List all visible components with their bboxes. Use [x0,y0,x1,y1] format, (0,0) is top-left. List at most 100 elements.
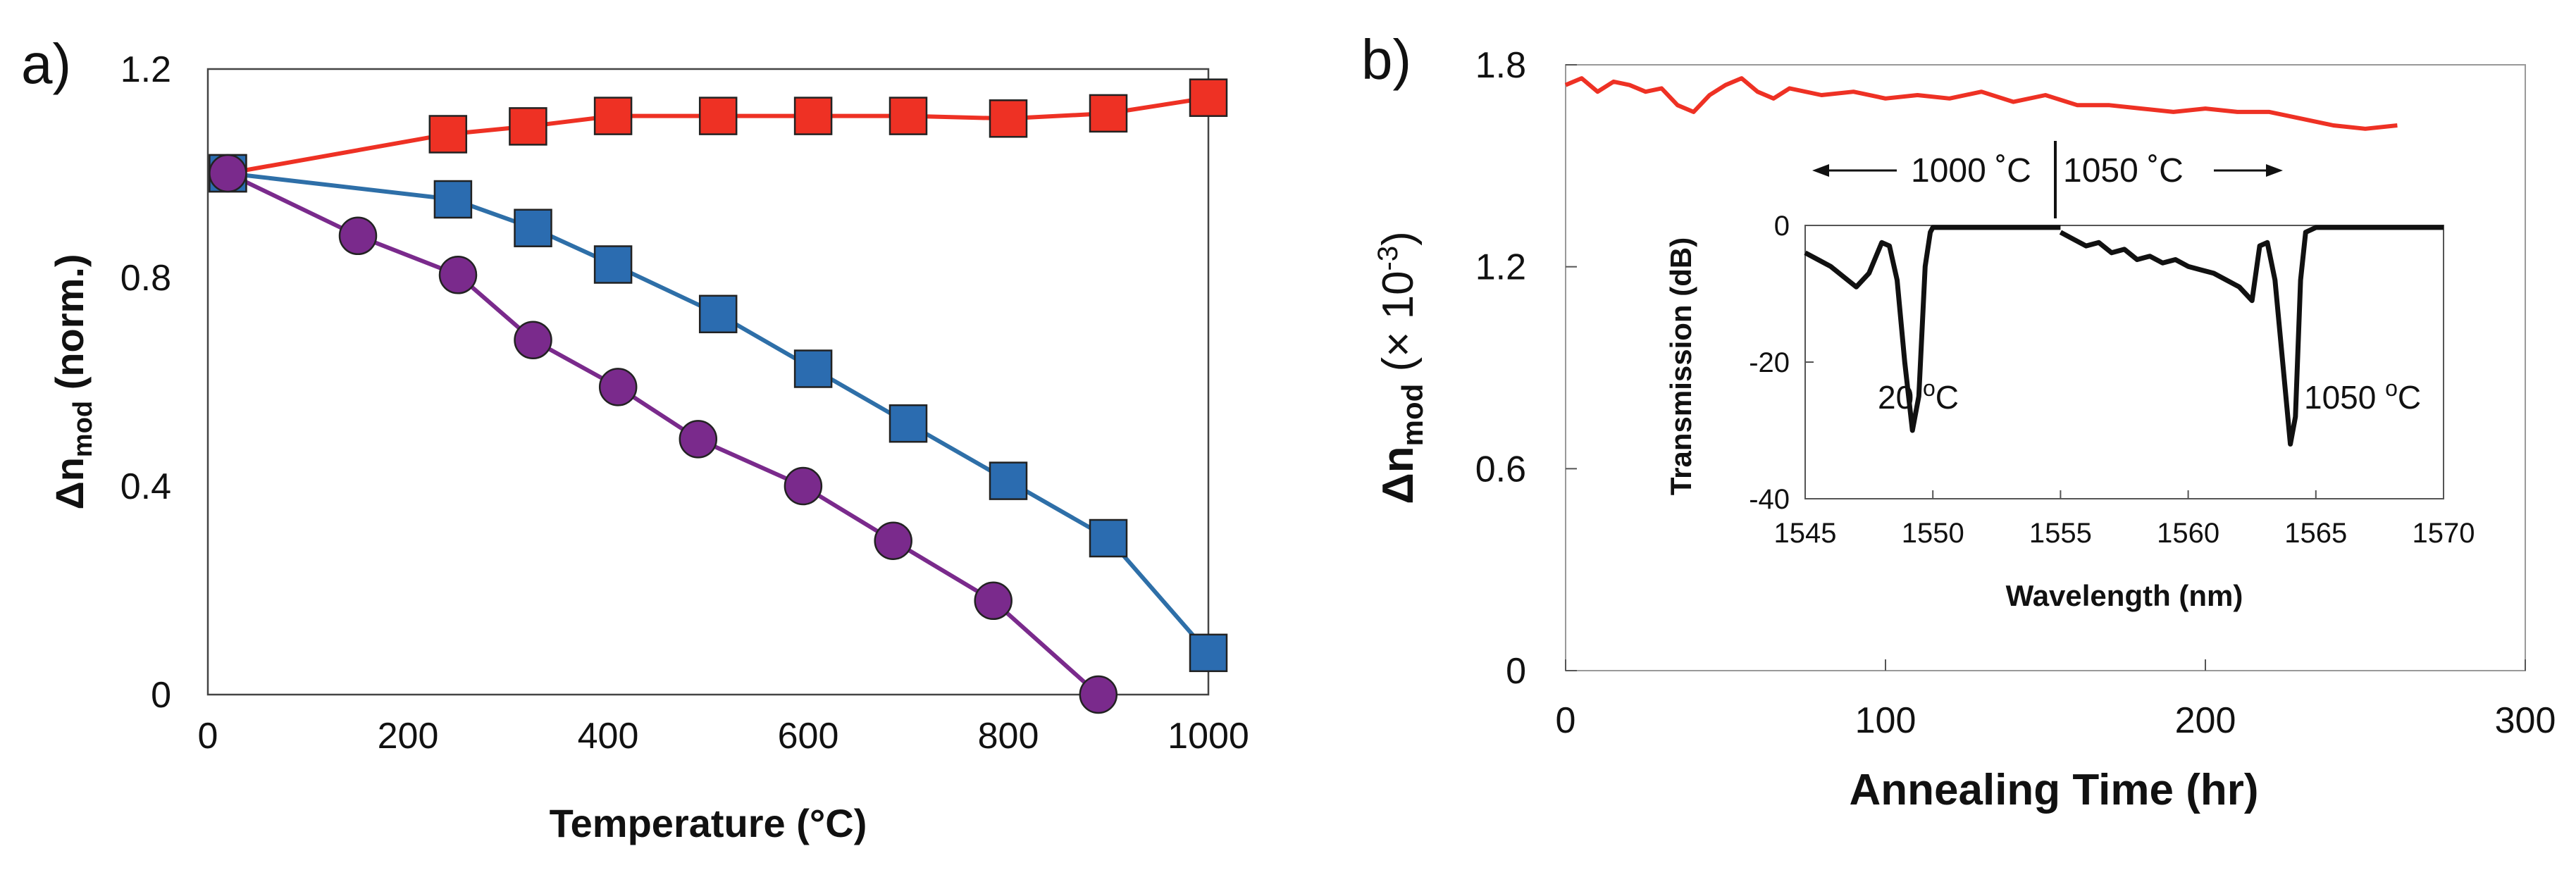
x-tick-label: 100 [1855,700,1916,741]
y-tick-label: 0.6 [1475,449,1526,490]
right-arrow-label: 1050 ˚C [2063,152,2184,189]
plot-a-ticks: 0 200 400 600 800 1000 0 0.4 0.8 1.2 [120,49,1249,757]
series-1-point [433,180,473,219]
series-2-point [679,420,718,459]
inset-series [1804,225,2444,447]
series-0-point [1189,78,1228,117]
left-arrow-label: 1000 ˚C [1911,152,2031,189]
x-tick-label: 1000 [1168,716,1249,757]
plot-a-ylabel-main: Δn [47,457,92,509]
inset-spectrum: 1545 1550 1555 1560 1565 1570 0 -20 -40 Waveleng… [1664,211,2475,612]
y-tick-label: 0 [1774,211,1790,242]
y-tick-label: 0 [151,675,171,716]
plot-a-frame [206,68,1210,696]
inset-label-1050c-base: 1050 [2304,379,2385,416]
inset-label-20c-sup: o [1923,375,1936,401]
series-0-line [227,95,1209,175]
x-tick-label: 1545 [1774,518,1837,549]
series-1-point [1089,518,1128,558]
y-tick-label: 0.8 [120,258,171,299]
inset-ticks: 1545 1550 1555 1560 1565 1570 0 -20 -40 [1749,211,2475,549]
inset-series-0-line [1804,225,2061,433]
series-0-point [698,97,738,135]
series-2-point [784,466,823,506]
x-tick-label: 1560 [2157,518,2219,549]
inset-label-20c-base: 20 [1878,379,1923,416]
panel-a-label: a) [21,32,71,95]
x-tick-label: 1550 [1902,518,1964,549]
series-0-point [888,97,928,135]
inset-label-1050c: 1050 oC [2304,375,2421,416]
series-1-point [888,404,928,443]
series-0-point [428,115,468,154]
series-0-point [989,99,1028,138]
x-tick-label: 300 [2495,700,2556,741]
inset-xlabel: Wavelength (nm) [2006,579,2243,612]
series-2-point [209,154,247,193]
series-1-line [228,171,1210,654]
y-tick-label: -40 [1749,484,1790,515]
plot-a-ylabel-rest: (norm.) [47,254,92,400]
series-1-point [593,245,633,284]
series-2-line [227,171,1100,697]
y-tick-label: 1.8 [1475,45,1526,86]
series-0-point [1089,94,1128,133]
series-0-point [793,97,833,135]
inset-label-20c: 20 oC [1878,375,1959,416]
panel-b-label: b) [1361,28,1411,91]
x-tick-label: 0 [198,716,218,757]
x-tick-label: 0 [1556,700,1576,741]
x-tick-label: 400 [578,716,639,757]
right-arrow-head [2266,164,2283,177]
series-2-point [1079,675,1118,714]
x-tick-label: 200 [378,716,439,757]
plot-b-ylabel-main: Δn [1374,446,1423,504]
plot-b-ylabel: Δnmod (× 10-3) [1373,231,1429,504]
y-tick-label: 1.2 [120,49,171,90]
plot-b-ylabel-sub: mod [1396,384,1429,447]
x-tick-label: 1555 [2029,518,2092,549]
x-tick-label: 600 [778,716,839,757]
inset-series-1-line [2059,225,2444,447]
plot-a-series [209,78,1228,714]
series-1-point [1189,633,1228,673]
plot-b-ylabel-close: ) [1374,231,1423,246]
series-0-line [1564,76,2398,131]
plot-b-series [1564,76,2398,131]
y-tick-label: 0.4 [120,466,171,507]
inset-label-20c-unit: C [1936,379,1959,416]
plot-b-frame [1565,64,2526,671]
series-2-point [974,581,1013,621]
inset-ylabel: Transmission (dB) [1664,237,1697,495]
y-tick-label: 0 [1506,651,1526,692]
y-tick-label: -20 [1749,347,1790,378]
x-tick-label: 1570 [2413,518,2475,549]
series-2-point [514,321,552,360]
series-2-point [338,216,378,256]
panel-a: a) 0 200 400 600 800 1000 0 0.4 0.8 1.2 Temperatu… [21,32,1249,845]
series-1-point [793,349,833,388]
plot-b-ylabel-sup: -3 [1373,246,1404,271]
series-1-point [989,461,1028,500]
annealing-temperature-annotation: 1000 ˚C 1050 ˚C [1812,141,2283,218]
series-2-point [874,521,912,560]
y-tick-label: 1.2 [1475,247,1526,288]
plot-a-ylabel-sub: mod [68,401,98,457]
plot-a-ylabel: Δnmod (norm.) [47,254,98,509]
series-1-point [514,209,552,247]
plot-b-ylabel-rest: (× 10 [1374,271,1423,383]
x-tick-label: 800 [978,716,1039,757]
x-tick-label: 1565 [2284,518,2347,549]
inset-label-1050c-unit: C [2398,379,2421,416]
series-2-point [438,256,478,294]
series-0-point [509,107,547,146]
inset-label-1050c-sup: o [2385,375,2398,401]
plot-b-xlabel: Annealing Time (hr) [1849,766,2258,814]
inset-frame [1804,225,2444,499]
series-1-point [698,294,738,334]
left-arrow-head [1812,164,1829,177]
series-0-point [593,97,633,135]
